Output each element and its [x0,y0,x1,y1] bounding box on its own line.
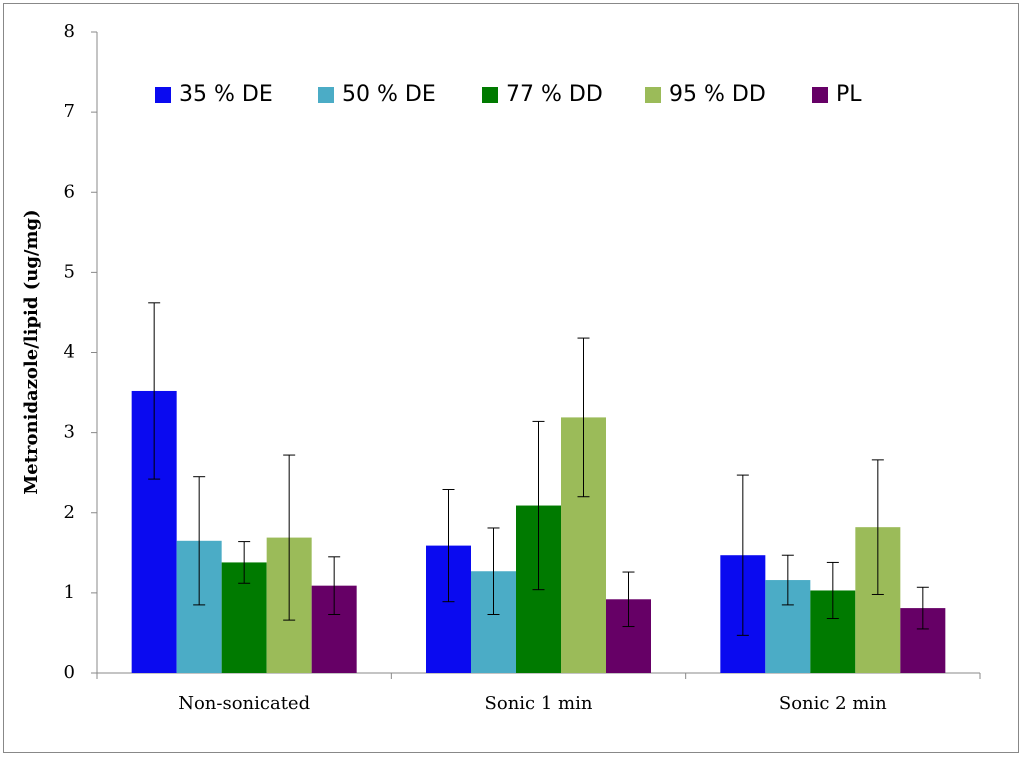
y-tick-label: 1 [64,582,75,603]
legend-swatch [482,87,498,103]
x-tick-label: Non-sonicated [178,693,310,714]
legend-swatch [812,87,828,103]
x-tick-label: Sonic 1 min [485,693,593,714]
legend-label: 35 % DE [179,82,273,107]
legend-label: 50 % DE [342,82,436,107]
y-tick-label: 4 [64,342,75,363]
legend-swatch [155,87,171,103]
y-tick-label: 6 [64,181,75,202]
y-tick-label: 2 [64,502,75,523]
y-tick-label: 5 [64,261,75,282]
y-tick-label: 3 [64,422,75,443]
legend-swatch [318,87,334,103]
legend: 35 % DE 50 % DE 77 % DD 95 % DD PL [155,82,862,107]
legend-label: PL [836,82,862,107]
y-tick-label: 7 [64,101,75,122]
y-axis-label: Metronidazole/lipid (ug/mg) [21,209,42,494]
legend-label: 95 % DD [669,82,766,107]
error-bars [148,302,929,636]
legend-swatch [645,87,661,103]
legend-label: 77 % DD [506,82,603,107]
y-tick-label: 0 [64,662,75,683]
y-tick-label: 8 [64,21,75,42]
x-tick-label: Sonic 2 min [779,693,887,714]
